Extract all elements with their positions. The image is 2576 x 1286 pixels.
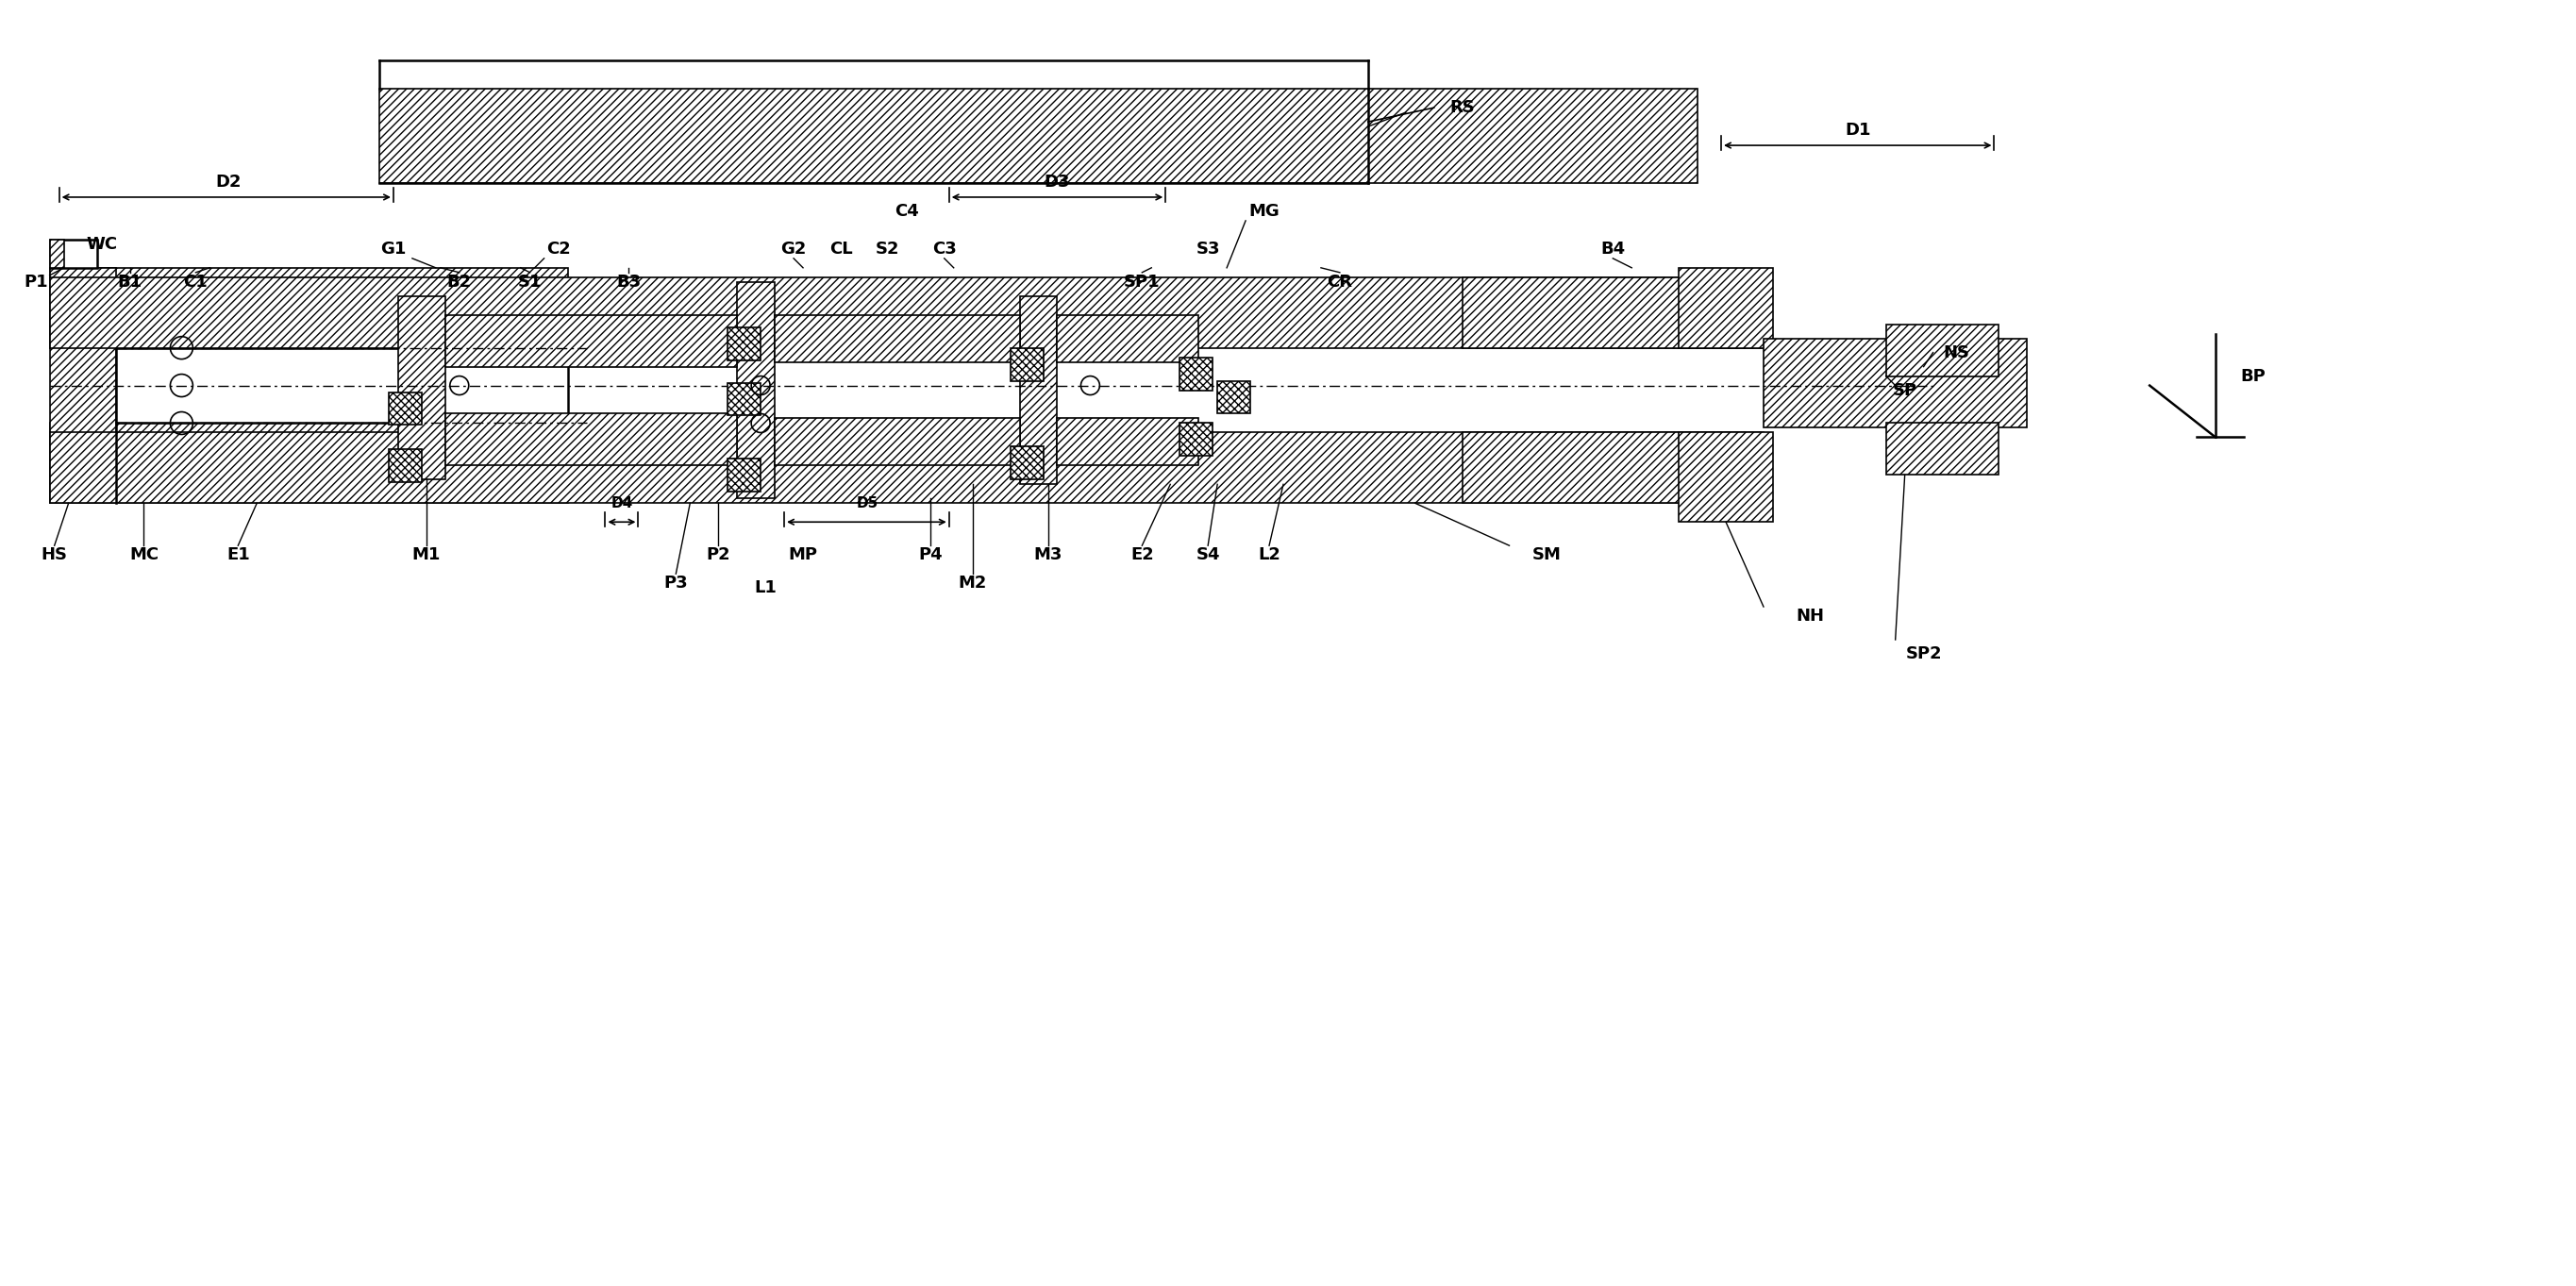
Text: M2: M2 — [958, 575, 987, 592]
Text: BP: BP — [2241, 368, 2267, 385]
Bar — [1886, 423, 1999, 475]
Text: C1: C1 — [183, 274, 209, 291]
Text: G1: G1 — [381, 240, 407, 257]
Text: M3: M3 — [1033, 547, 1061, 563]
Bar — [1463, 432, 1765, 503]
Text: E2: E2 — [1131, 547, 1154, 563]
Text: MG: MG — [1249, 203, 1280, 220]
Text: P1: P1 — [23, 274, 49, 291]
Bar — [1056, 315, 1198, 361]
Bar — [1180, 358, 1213, 390]
Text: E1: E1 — [227, 547, 250, 563]
Text: MP: MP — [788, 547, 817, 563]
Text: B1: B1 — [118, 274, 142, 291]
Bar — [775, 315, 1020, 361]
Text: SP: SP — [1893, 382, 1917, 399]
Text: G2: G2 — [781, 240, 806, 257]
Text: C4: C4 — [894, 203, 920, 220]
Bar — [49, 278, 1744, 347]
Text: NS: NS — [1942, 345, 1971, 361]
Text: B3: B3 — [616, 274, 641, 291]
Text: D4: D4 — [611, 496, 634, 511]
Text: P3: P3 — [665, 575, 688, 592]
Text: C3: C3 — [933, 240, 956, 257]
Text: SM: SM — [1533, 547, 1561, 563]
Bar — [1010, 347, 1043, 381]
Bar — [446, 315, 737, 367]
Bar — [726, 459, 760, 491]
Text: CL: CL — [829, 240, 853, 257]
Bar — [1463, 278, 1765, 347]
Bar — [116, 347, 567, 423]
Bar — [1010, 446, 1043, 480]
Bar — [389, 392, 422, 426]
Text: D2: D2 — [216, 174, 242, 190]
Text: D3: D3 — [1043, 174, 1069, 190]
Bar — [1680, 267, 1772, 347]
Bar — [49, 267, 116, 503]
Text: D5: D5 — [855, 496, 878, 511]
Bar — [1765, 338, 2027, 428]
Bar — [49, 267, 567, 347]
Text: M1: M1 — [412, 547, 440, 563]
Text: MC: MC — [129, 547, 160, 563]
Bar — [1680, 432, 1772, 522]
Text: CR: CR — [1327, 274, 1352, 291]
Text: L2: L2 — [1257, 547, 1280, 563]
Bar — [1218, 381, 1249, 414]
Bar — [775, 418, 1020, 466]
Bar — [726, 327, 760, 360]
Text: HS: HS — [41, 547, 67, 563]
Text: RS: RS — [1450, 99, 1476, 116]
Bar — [1180, 423, 1213, 457]
Bar — [49, 423, 567, 503]
Text: C2: C2 — [546, 240, 569, 257]
Bar — [726, 383, 760, 415]
Text: L1: L1 — [755, 580, 775, 597]
Bar — [737, 282, 775, 499]
Bar — [1020, 296, 1056, 485]
Bar — [399, 296, 446, 480]
Bar — [1886, 324, 1999, 376]
Bar — [446, 414, 737, 466]
Text: P4: P4 — [917, 547, 943, 563]
Text: SP1: SP1 — [1123, 274, 1159, 291]
Text: WC: WC — [85, 235, 116, 253]
Text: S4: S4 — [1195, 547, 1221, 563]
Text: B2: B2 — [448, 274, 471, 291]
Text: D1: D1 — [1844, 122, 1870, 139]
Text: NH: NH — [1795, 608, 1824, 625]
Text: S1: S1 — [518, 274, 541, 291]
Text: S2: S2 — [876, 240, 899, 257]
Bar — [49, 239, 64, 267]
Bar — [49, 239, 98, 267]
Bar — [379, 89, 1698, 183]
Text: P2: P2 — [706, 547, 732, 563]
Text: B4: B4 — [1600, 240, 1625, 257]
Bar — [49, 432, 1744, 503]
Text: SP2: SP2 — [1906, 646, 1942, 662]
Bar — [1056, 418, 1198, 466]
Bar — [389, 450, 422, 482]
Text: S3: S3 — [1195, 240, 1221, 257]
